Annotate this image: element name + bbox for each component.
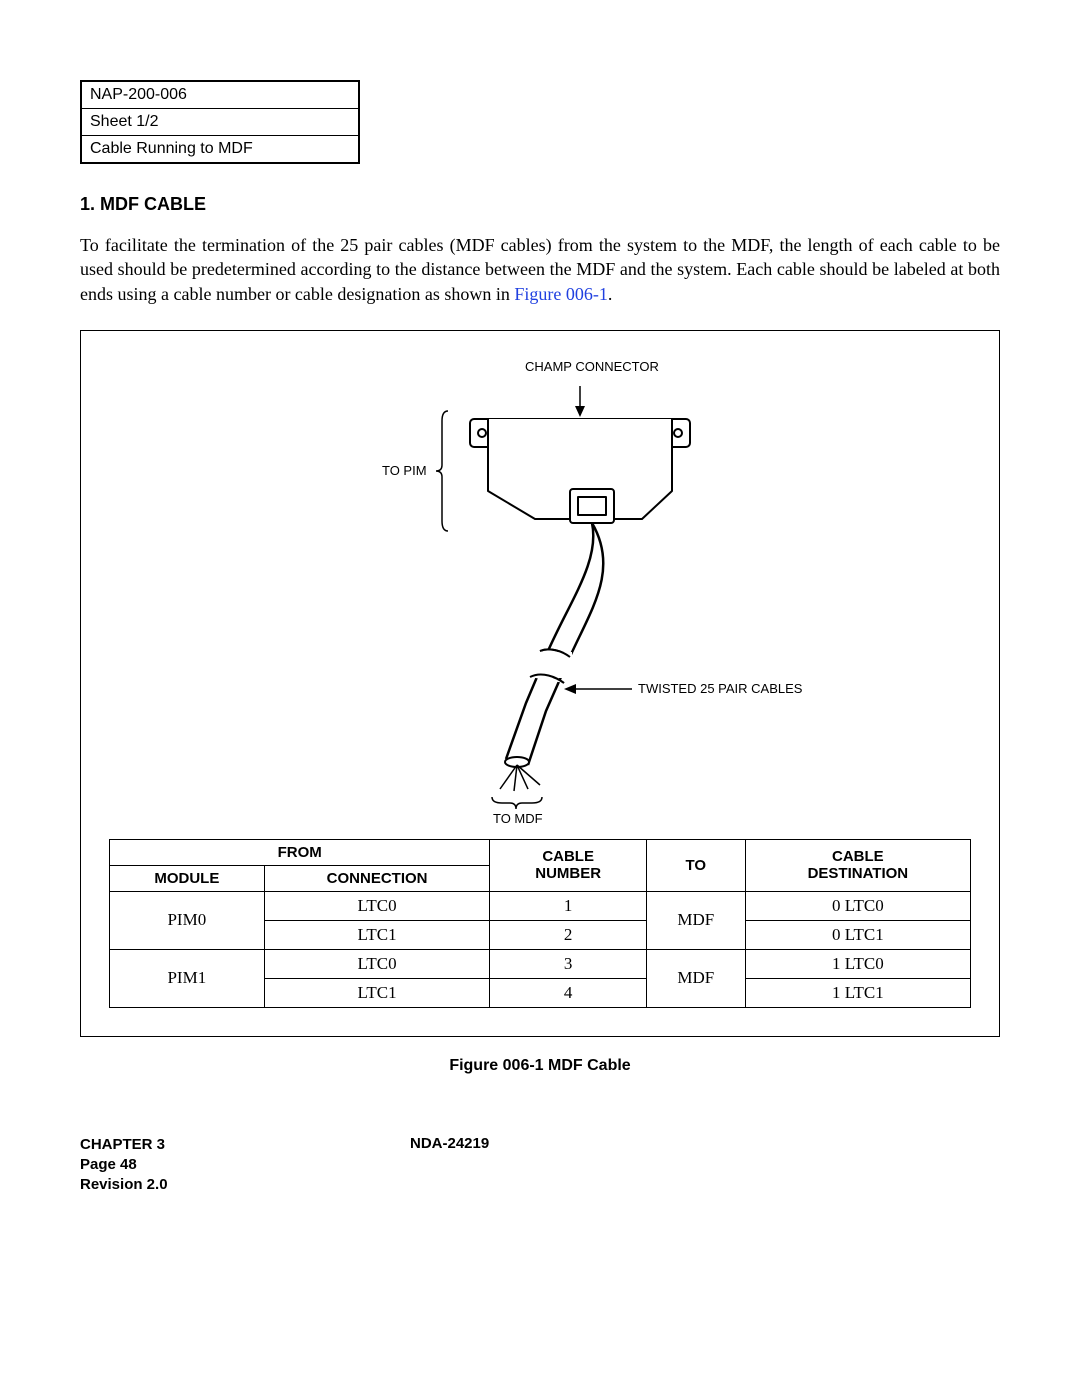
cell-to: MDF [646, 891, 745, 949]
footer-chapter: CHAPTER 3 [80, 1135, 410, 1155]
th-to: TO [646, 839, 745, 891]
cell-num: 1 [490, 891, 646, 920]
th-cable-number: CABLE NUMBER [490, 839, 646, 891]
section-heading: 1. MDF CABLE [80, 194, 1000, 215]
cell-to: MDF [646, 949, 745, 1007]
cell-dest: 1 LTC0 [745, 949, 970, 978]
nap-sheet: Sheet 1/2 [82, 108, 358, 135]
table-row: PIM0 LTC0 1 MDF 0 LTC0 [110, 891, 971, 920]
footer-doc-number: NDA-24219 [410, 1135, 489, 1196]
cell-conn: LTC1 [264, 978, 490, 1007]
body-paragraph: To facilitate the termination of the 25 … [80, 233, 1000, 306]
table-row: PIM1 LTC0 3 MDF 1 LTC0 [110, 949, 971, 978]
label-to-mdf: TO MDF [493, 811, 543, 826]
nap-code: NAP-200-006 [82, 82, 358, 108]
th-connection: CONNECTION [264, 865, 490, 891]
cell-dest: 0 LTC0 [745, 891, 970, 920]
nap-title: Cable Running to MDF [82, 135, 358, 162]
th-module: MODULE [110, 865, 265, 891]
page-footer: CHAPTER 3 Page 48 Revision 2.0 NDA-24219 [80, 1135, 1000, 1196]
para-post: . [608, 284, 613, 304]
figure-caption: Figure 006-1 MDF Cable [80, 1057, 1000, 1075]
th-cable-number-l2: NUMBER [535, 865, 601, 882]
table-header-row-1: FROM CABLE NUMBER TO CABLE DESTINATION [110, 839, 971, 865]
cell-dest: 0 LTC1 [745, 920, 970, 949]
cell-num: 3 [490, 949, 646, 978]
footer-revision: Revision 2.0 [80, 1175, 410, 1195]
label-twisted-25-pair: TWISTED 25 PAIR CABLES [638, 681, 802, 696]
th-cable-dest-l2: DESTINATION [808, 865, 909, 882]
cell-num: 2 [490, 920, 646, 949]
label-to-pim: TO PIM [382, 463, 427, 478]
nap-info-box: NAP-200-006 Sheet 1/2 Cable Running to M… [80, 80, 360, 164]
th-cable-number-l1: CABLE [542, 848, 594, 865]
th-from: FROM [110, 839, 490, 865]
footer-page: Page 48 [80, 1155, 410, 1175]
cell-module: PIM0 [110, 891, 265, 949]
cell-num: 4 [490, 978, 646, 1007]
figure-reference-link[interactable]: Figure 006-1 [514, 284, 608, 304]
label-champ-connector: CHAMP CONNECTOR [525, 359, 659, 374]
figure-box: CHAMP CONNECTOR TO PIM TWISTED 25 PAIR C… [80, 330, 1000, 1037]
th-cable-dest-l1: CABLE [832, 848, 884, 865]
cell-conn: LTC0 [264, 891, 490, 920]
cell-module: PIM1 [110, 949, 265, 1007]
th-cable-destination: CABLE DESTINATION [745, 839, 970, 891]
cable-table: FROM CABLE NUMBER TO CABLE DESTINATION M… [109, 839, 971, 1008]
cell-conn: LTC0 [264, 949, 490, 978]
cell-dest: 1 LTC1 [745, 978, 970, 1007]
cable-diagram: CHAMP CONNECTOR TO PIM TWISTED 25 PAIR C… [270, 351, 810, 831]
cable-svg [270, 351, 810, 831]
cell-conn: LTC1 [264, 920, 490, 949]
